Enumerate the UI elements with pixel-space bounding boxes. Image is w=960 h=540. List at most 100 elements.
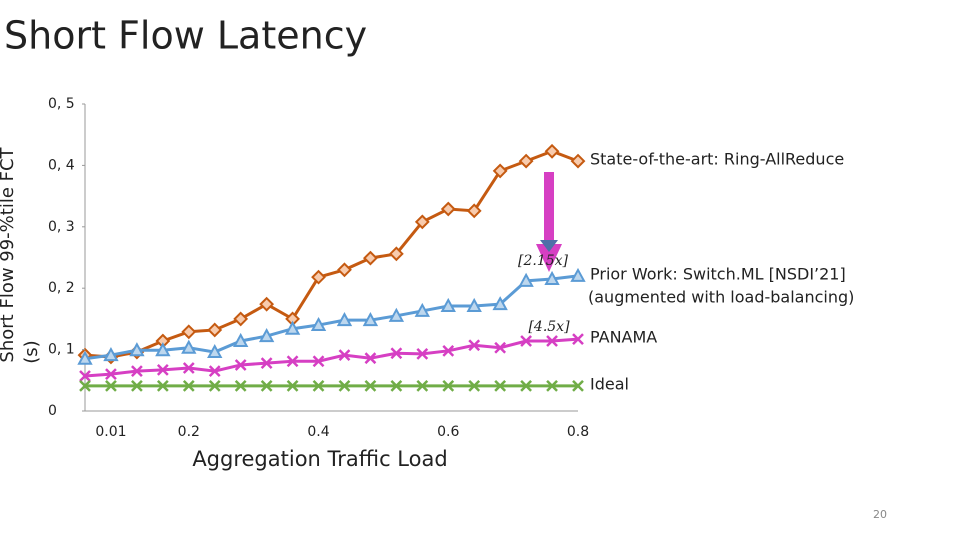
marker — [468, 379, 481, 392]
marker — [414, 214, 430, 230]
marker — [258, 328, 275, 343]
annotation: [2.15x] — [518, 253, 569, 269]
marker — [390, 379, 403, 392]
marker — [208, 379, 221, 392]
marker — [284, 320, 301, 335]
marker — [207, 322, 223, 338]
marker — [518, 272, 534, 287]
y-axis-title: (s) — [21, 340, 42, 363]
marker — [546, 335, 558, 347]
marker — [131, 379, 143, 392]
marker — [259, 296, 275, 312]
marker — [440, 297, 456, 313]
y-tick-label: 0, 1 — [48, 342, 75, 358]
marker — [234, 359, 247, 371]
y-tick-label: 0, 5 — [48, 96, 75, 112]
marker — [416, 348, 429, 360]
marker — [442, 379, 455, 392]
marker — [182, 362, 195, 374]
series-label: Ideal — [590, 374, 629, 393]
slide-number: 20 — [873, 508, 887, 521]
marker — [494, 379, 507, 392]
marker — [156, 379, 169, 392]
y-tick-label: 0, 2 — [48, 280, 75, 296]
marker — [388, 307, 405, 322]
series-label: Prior Work: Switch.ML [NSDI’21] — [590, 264, 846, 283]
marker — [570, 153, 586, 169]
series-label: State-of-the-art: Ring-AllReduce — [590, 150, 844, 169]
marker — [155, 342, 171, 357]
marker — [131, 365, 143, 377]
marker — [79, 370, 91, 382]
marker — [181, 324, 197, 340]
plot — [77, 143, 586, 392]
marker — [260, 357, 273, 369]
marker — [442, 344, 455, 357]
arrow — [536, 244, 562, 272]
series-line — [84, 149, 579, 359]
annotation: (augmented with load-balancing) — [588, 288, 854, 307]
x-tick-label: 0.8 — [567, 424, 589, 440]
x-tick-label: 0.6 — [437, 424, 459, 440]
marker — [492, 163, 508, 179]
marker — [336, 312, 353, 327]
marker — [466, 203, 482, 219]
marker — [364, 379, 377, 392]
x-tick-label: 0.4 — [307, 424, 329, 440]
series-label: PANAMA — [590, 328, 657, 347]
marker — [570, 267, 586, 282]
marker — [310, 316, 327, 332]
x-axis-title: Aggregation Traffic Load — [192, 447, 447, 471]
marker — [234, 379, 247, 392]
marker — [364, 352, 377, 365]
slide-title: Short Flow Latency — [4, 14, 367, 58]
marker — [544, 143, 560, 159]
marker — [572, 379, 584, 392]
marker — [286, 379, 299, 392]
marker — [103, 347, 119, 362]
marker — [338, 379, 351, 392]
y-tick-label: 0, 3 — [48, 219, 75, 235]
marker — [105, 368, 117, 381]
marker — [468, 339, 481, 352]
marker — [440, 201, 456, 217]
marker — [260, 379, 273, 392]
marker — [466, 297, 482, 313]
marker — [311, 269, 326, 285]
marker — [156, 363, 169, 376]
marker — [129, 342, 145, 357]
y-axis-title: Short Flow 99-%tile FCT — [0, 146, 18, 362]
y-tick-label: 0 — [48, 403, 57, 419]
marker — [494, 341, 507, 354]
marker — [388, 246, 404, 262]
marker — [286, 355, 299, 368]
arrow — [540, 240, 558, 252]
y-tick-label: 0, 4 — [48, 157, 75, 173]
marker — [233, 311, 249, 327]
series-line — [84, 337, 579, 378]
marker — [416, 379, 429, 392]
marker — [312, 355, 325, 368]
marker — [182, 379, 195, 392]
marker — [492, 296, 508, 311]
marker — [77, 350, 93, 365]
marker — [520, 379, 532, 392]
marker — [520, 335, 532, 347]
marker — [105, 379, 117, 392]
marker — [208, 365, 221, 377]
marker — [181, 339, 197, 354]
marker — [390, 347, 403, 360]
marker — [338, 349, 351, 362]
marker — [572, 333, 584, 346]
x-tick-label: 0.01 — [95, 424, 126, 440]
arrow — [544, 172, 554, 248]
marker — [363, 250, 378, 266]
marker — [79, 379, 91, 392]
marker — [414, 302, 431, 317]
marker — [362, 312, 379, 327]
annotation: [4.5x] — [528, 319, 570, 335]
marker — [544, 270, 560, 285]
marker — [546, 379, 558, 392]
